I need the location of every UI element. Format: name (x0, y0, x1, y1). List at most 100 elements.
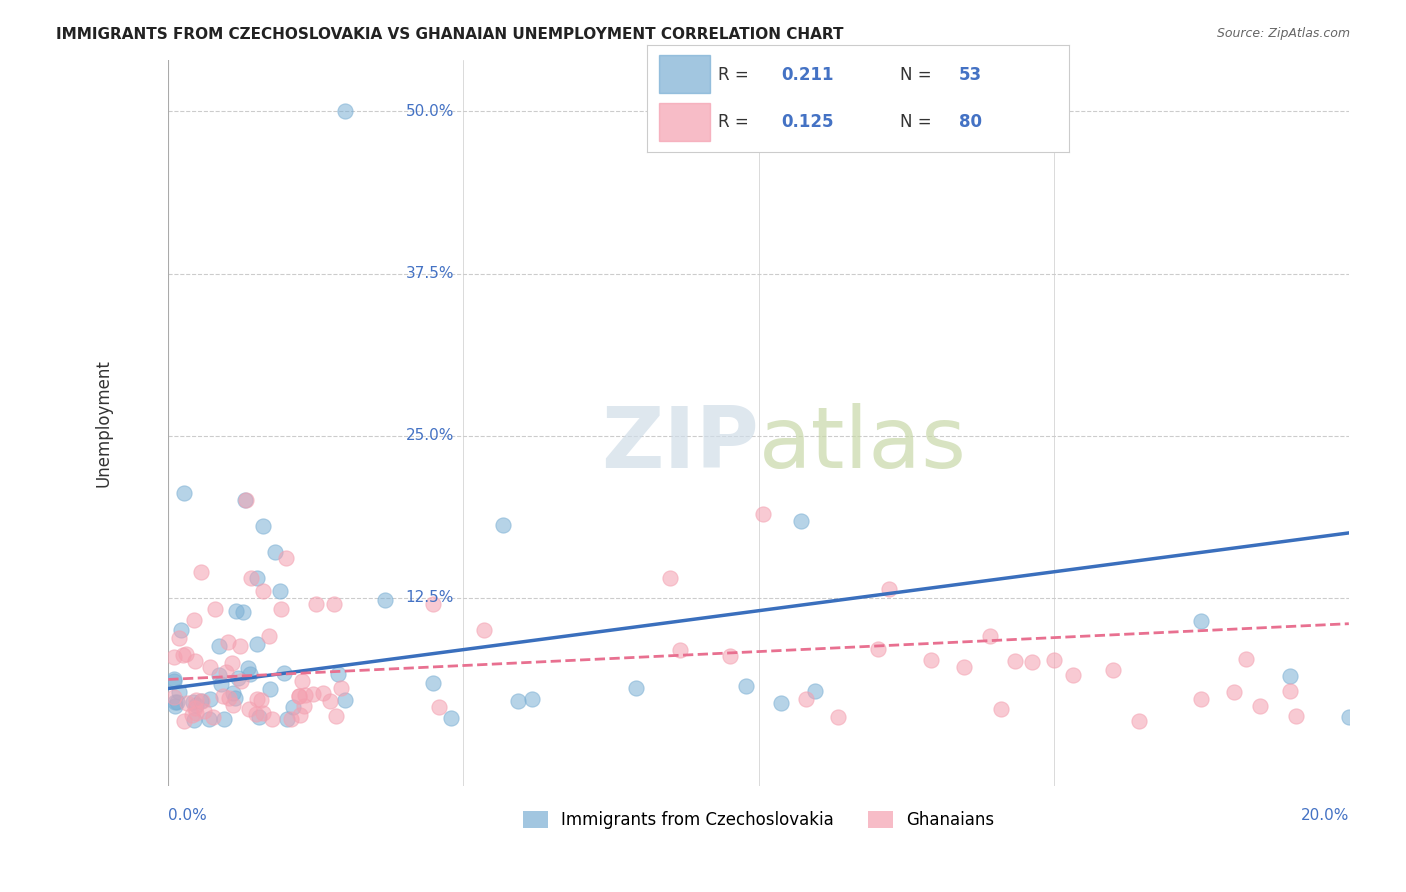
Point (250, 692, 273, 706)
Point (252, 519, 274, 533)
Point (183, 654, 205, 668)
Point (167, 685, 190, 699)
Point (245, 707, 267, 722)
Point (257, 629, 280, 643)
Point (305, 597, 328, 611)
Point (335, 693, 357, 707)
Text: 80: 80 (959, 112, 981, 130)
Point (239, 666, 262, 681)
Bar (659, 103, 710, 141)
Point (222, 686, 245, 700)
Point (184, 698, 207, 713)
Point (212, 712, 235, 726)
Point (422, 597, 444, 611)
Point (335, 104, 357, 119)
Point (920, 653, 942, 667)
Point (190, 565, 212, 579)
Point (718, 649, 741, 664)
Point (193, 705, 215, 719)
Point (173, 486, 195, 500)
Point (200, 660, 222, 674)
Point (1285, 709, 1308, 723)
Point (172, 648, 194, 662)
Point (226, 671, 249, 685)
Point (273, 665, 295, 680)
Text: N =: N = (900, 66, 936, 84)
Point (292, 698, 315, 713)
Point (429, 700, 451, 714)
Point (990, 702, 1012, 716)
Point (276, 712, 298, 726)
Point (163, 672, 186, 686)
Point (232, 605, 254, 619)
Point (280, 712, 302, 726)
Point (866, 642, 889, 657)
Point (301, 687, 323, 701)
Point (440, 710, 463, 724)
Point (522, 692, 544, 706)
Point (804, 683, 827, 698)
Point (1021, 655, 1043, 669)
Point (1189, 614, 1212, 628)
Point (174, 647, 197, 661)
Point (163, 650, 186, 665)
Bar (659, 55, 710, 93)
Point (291, 673, 314, 688)
Point (274, 550, 297, 565)
Point (252, 706, 274, 720)
Point (752, 508, 775, 522)
Point (247, 709, 270, 723)
Point (181, 695, 204, 709)
Point (163, 674, 186, 689)
Point (262, 712, 284, 726)
Point (170, 624, 193, 638)
Point (184, 700, 207, 714)
Point (472, 623, 495, 637)
Point (215, 665, 238, 679)
Point (225, 604, 247, 618)
Point (827, 710, 849, 724)
Text: Source: ZipAtlas.com: Source: ZipAtlas.com (1216, 27, 1350, 40)
Point (735, 679, 758, 693)
Point (191, 694, 214, 708)
Point (326, 666, 349, 681)
Point (252, 584, 274, 599)
Point (1128, 714, 1150, 728)
Text: 0.125: 0.125 (782, 112, 834, 130)
Point (322, 597, 344, 611)
Point (163, 690, 186, 704)
Point (239, 571, 262, 585)
Point (329, 681, 352, 695)
Point (259, 682, 281, 697)
Point (231, 674, 253, 689)
Text: 20.0%: 20.0% (1301, 807, 1348, 822)
Point (246, 691, 269, 706)
Point (221, 656, 243, 670)
Point (163, 698, 186, 713)
Point (246, 637, 269, 651)
Text: 12.5%: 12.5% (405, 591, 454, 606)
Point (208, 667, 231, 681)
Point (796, 692, 818, 706)
Point (233, 493, 256, 508)
Point (173, 714, 195, 728)
Point (1042, 653, 1064, 667)
Point (270, 602, 292, 616)
Text: atlas: atlas (759, 403, 966, 486)
Point (979, 629, 1001, 643)
Point (312, 686, 335, 700)
Text: 50.0%: 50.0% (405, 104, 454, 119)
Point (491, 518, 513, 533)
Point (209, 676, 232, 690)
Point (287, 689, 309, 703)
Point (224, 691, 246, 706)
Point (789, 514, 811, 528)
Point (1234, 652, 1257, 666)
Text: Unemployment: Unemployment (94, 359, 112, 487)
Point (290, 708, 312, 723)
Point (1004, 654, 1026, 668)
Point (201, 710, 224, 724)
Point (197, 712, 219, 726)
Text: 0.211: 0.211 (782, 66, 834, 84)
Point (184, 693, 207, 707)
